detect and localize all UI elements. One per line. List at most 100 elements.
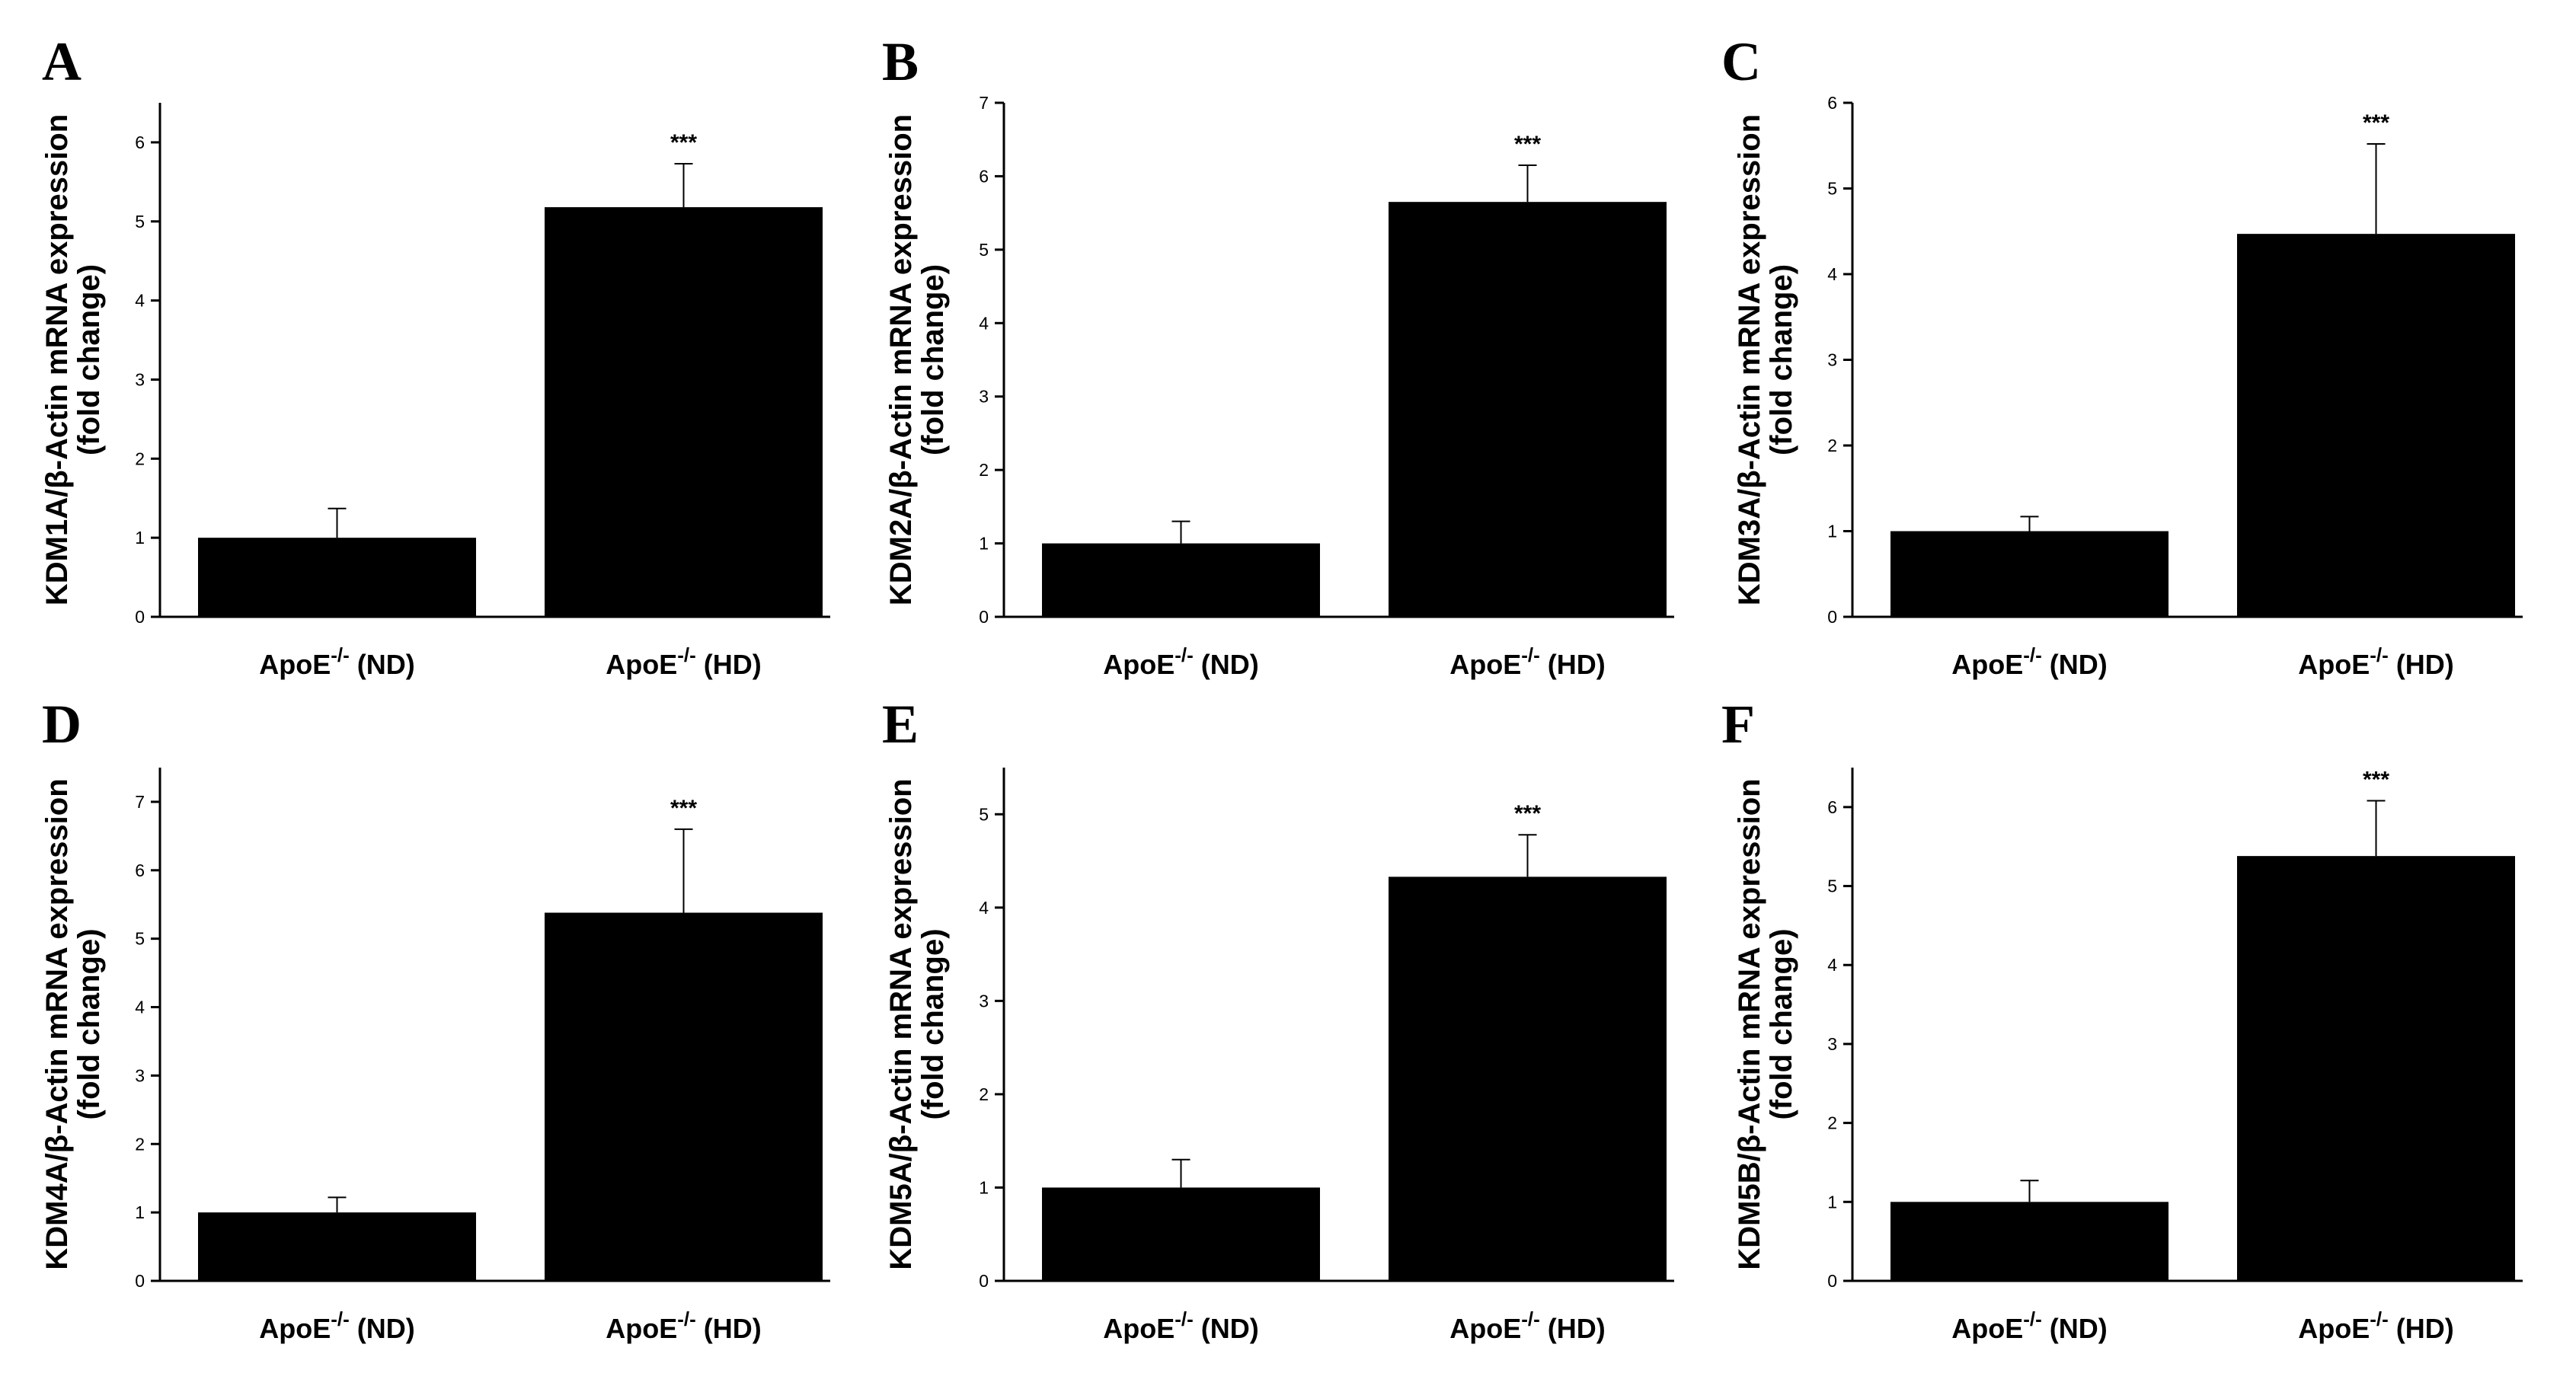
x-category-label: ApoE-/- (HD) [1449,1308,1606,1344]
y-axis-subtitle: (fold change) [72,928,106,1119]
category-base: ApoE [2298,649,2370,680]
chart-panel-d: D KDM4A/β-Actin mRNA expression(fold chan… [40,694,830,1344]
bar-nd [198,538,476,617]
category-base: ApoE [2298,1313,2370,1344]
y-tick-label: 2 [1827,436,1837,455]
y-tick-label: 0 [1827,607,1837,627]
x-category-label: ApoE-/- (ND) [1103,1308,1259,1344]
category-group: (HD) [2389,1313,2454,1344]
category-superscript: -/- [1175,1308,1194,1330]
y-axis-subtitle: (fold change) [916,928,950,1119]
category-superscript: -/- [677,643,696,666]
y-tick-label: 2 [135,449,145,468]
category-base: ApoE [1449,649,1521,680]
category-group: (HD) [1540,649,1606,680]
category-superscript: -/- [2370,1308,2389,1330]
y-tick-label: 2 [1827,1113,1837,1133]
panel-letter: A [42,31,81,92]
significance-label: *** [1514,801,1541,826]
category-group: (HD) [696,1313,762,1344]
y-tick-label: 1 [979,534,989,554]
y-tick-label: 1 [135,1202,145,1222]
category-group: (HD) [1540,1313,1606,1344]
y-axis-subtitle: (fold change) [1765,264,1798,455]
category-base: ApoE [1951,649,2023,680]
y-tick-label: 1 [1827,1192,1837,1212]
category-group: (HD) [696,649,762,680]
bar-hd [1389,202,1667,617]
bar-hd [1389,877,1667,1281]
y-axis-subtitle: (fold change) [72,264,106,455]
x-category-label: ApoE-/- (ND) [1951,1308,2108,1344]
panel-letter: B [882,31,919,92]
bar-nd [1890,531,2169,617]
y-tick-label: 5 [979,240,989,260]
y-tick-label: 6 [979,166,989,186]
panel-letter: D [42,694,81,755]
y-tick-label: 4 [135,998,145,1017]
bar-nd [1042,1187,1320,1281]
category-group: (HD) [2389,649,2454,680]
chart-panel-c: C KDM3A/β-Actin mRNA expression(fold chan… [1721,31,2523,680]
category-superscript: -/- [1521,1308,1540,1330]
y-tick-label: 4 [979,898,989,918]
bar-hd [2237,234,2515,617]
y-tick-label: 6 [135,133,145,152]
y-tick-label: 5 [979,804,989,824]
y-tick-label: 0 [1827,1271,1837,1291]
y-tick-label: 0 [135,607,145,627]
category-superscript: -/- [2370,643,2389,666]
category-group: (ND) [1194,1313,1259,1344]
chart-panel-f: F KDM5B/β-Actin mRNA expression(fold chan… [1721,694,2523,1344]
category-group: (ND) [2042,1313,2108,1344]
panel-letter: E [882,694,919,755]
category-superscript: -/- [1175,643,1194,666]
bar-nd [1042,543,1320,617]
y-axis-title: KDM4A/β-Actin mRNA expression [40,778,74,1269]
y-tick-label: 5 [1827,877,1837,896]
category-group: (ND) [2042,649,2108,680]
x-category-label: ApoE-/- (ND) [259,1308,415,1344]
bar-hd [545,912,823,1281]
category-superscript: -/- [677,1308,696,1330]
significance-label: *** [670,130,697,155]
category-superscript: -/- [1521,643,1540,666]
y-tick-label: 3 [135,369,145,389]
y-tick-label: 3 [1827,1034,1837,1054]
y-tick-label: 4 [135,291,145,311]
y-tick-label: 4 [979,313,989,333]
x-category-label: ApoE-/- (ND) [1103,643,1259,680]
significance-label: *** [670,796,697,821]
y-axis-title: KDM5A/β-Actin mRNA expression [884,778,918,1269]
category-superscript: -/- [2023,1308,2042,1330]
category-superscript: -/- [331,643,350,666]
category-base: ApoE [606,649,677,680]
y-tick-label: 5 [135,212,145,232]
y-tick-label: 1 [135,528,145,548]
x-category-label: ApoE-/- (HD) [2298,643,2454,680]
y-tick-label: 4 [1827,955,1837,975]
y-tick-label: 5 [135,929,145,949]
significance-label: *** [1514,132,1541,157]
y-tick-label: 4 [1827,264,1837,284]
y-tick-label: 6 [135,861,145,880]
category-base: ApoE [1103,649,1175,680]
x-category-label: ApoE-/- (HD) [606,643,762,680]
y-tick-label: 7 [979,93,989,113]
y-axis-title: KDM3A/β-Actin mRNA expression [1733,114,1766,605]
y-axis-subtitle: (fold change) [916,264,950,455]
bar-hd [2237,856,2515,1281]
significance-label: *** [2363,768,2389,793]
category-base: ApoE [259,1313,331,1344]
y-tick-label: 2 [979,460,989,480]
y-tick-label: 3 [979,387,989,407]
y-tick-label: 0 [135,1271,145,1291]
panel-letter: C [1721,31,1761,92]
category-group: (ND) [350,1313,415,1344]
category-superscript: -/- [2023,643,2042,666]
category-group: (ND) [350,649,415,680]
chart-panel-b: B KDM2A/β-Actin mRNA expression(fold chan… [882,31,1674,680]
y-tick-label: 0 [979,607,989,627]
category-base: ApoE [259,649,331,680]
x-category-label: ApoE-/- (HD) [606,1308,762,1344]
